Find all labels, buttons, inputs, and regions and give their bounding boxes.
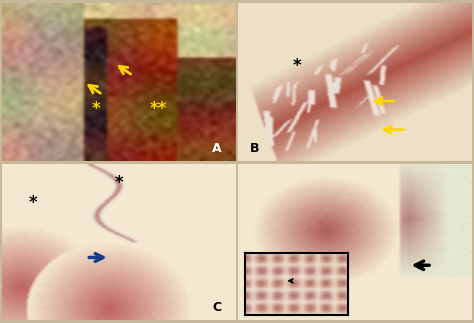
Text: D: D (250, 300, 260, 314)
Text: *: * (323, 264, 331, 282)
Text: *: * (28, 194, 37, 212)
Text: **: ** (150, 100, 167, 118)
Text: *: * (292, 57, 301, 75)
Text: *: * (115, 174, 123, 192)
Text: B: B (250, 142, 260, 155)
Text: C: C (212, 300, 221, 314)
Text: *: * (91, 100, 100, 118)
Text: A: A (212, 142, 221, 155)
